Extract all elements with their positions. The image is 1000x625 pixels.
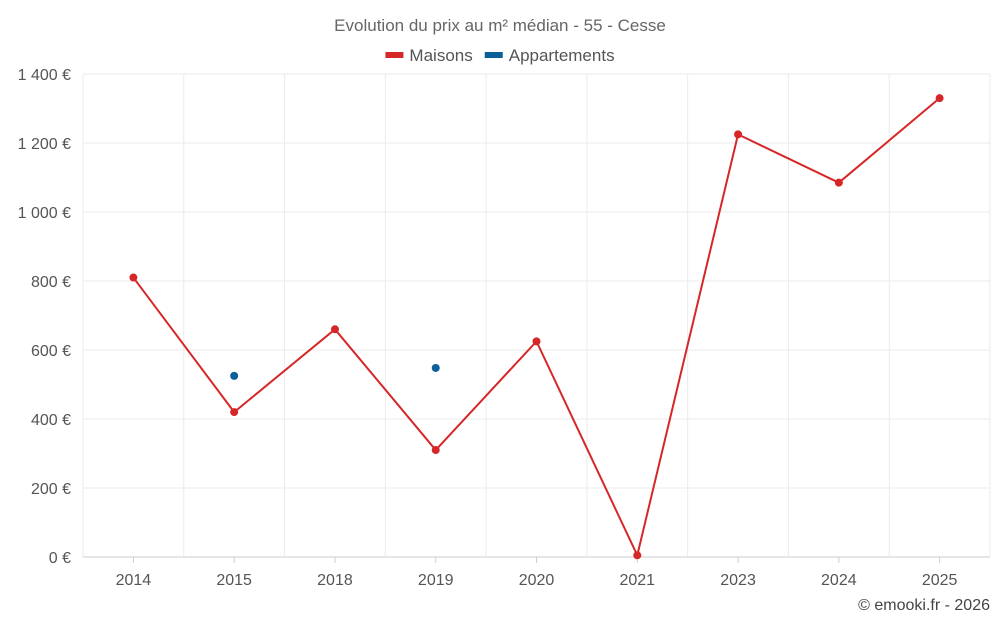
legend-swatch [484,52,503,58]
x-tick-label: 2025 [922,572,958,589]
y-tick-label: 1 000 € [18,205,71,222]
data-point-maisons [633,551,642,560]
data-point-appartements [431,363,440,372]
data-point-maisons [431,446,440,455]
x-tick-label: 2020 [519,572,555,589]
legend-label: Maisons [409,46,472,65]
data-point-maisons [330,325,339,334]
series-line-maisons [132,97,941,557]
legend-item-appartements: Appartements [484,46,615,65]
series-layer [129,94,944,560]
y-tick-label: 1 400 € [18,67,71,84]
data-point-maisons [734,130,743,139]
x-tick-label: 2024 [821,572,857,589]
y-tick-label: 800 € [31,274,71,291]
data-point-maisons [532,337,541,346]
y-tick-label: 600 € [31,343,71,360]
legend: Maisons Appartements [385,46,615,65]
x-tick-label: 2021 [619,572,655,589]
axes: 0 € 200 € 400 € 600 € 800 € 1 000 € 1 200 € 1 4… [18,67,958,589]
data-point-maisons [230,408,239,417]
y-tick-label: 400 € [31,412,71,429]
data-point-maisons [834,178,843,187]
chart-title: Evolution du prix au m² médian - 55 - Ce… [334,16,666,35]
credit-text: © emooki.fr - 2026 [858,597,990,614]
y-tick-label: 200 € [31,481,71,498]
legend-label: Appartements [509,46,615,65]
x-tick-label: 2015 [216,572,252,589]
legend-swatch [385,52,404,58]
data-point-appartements [230,371,239,380]
y-tick-label: 1 200 € [18,136,71,153]
y-tick-label: 0 € [49,550,71,567]
grid [82,73,991,558]
x-tick-label: 2023 [720,572,756,589]
data-point-maisons [935,94,944,103]
x-tick-label: 2018 [317,572,353,589]
x-tick-label: 2014 [116,572,152,589]
legend-item-maisons: Maisons [385,46,473,65]
x-tick-label: 2019 [418,572,454,589]
data-point-maisons [129,273,138,282]
